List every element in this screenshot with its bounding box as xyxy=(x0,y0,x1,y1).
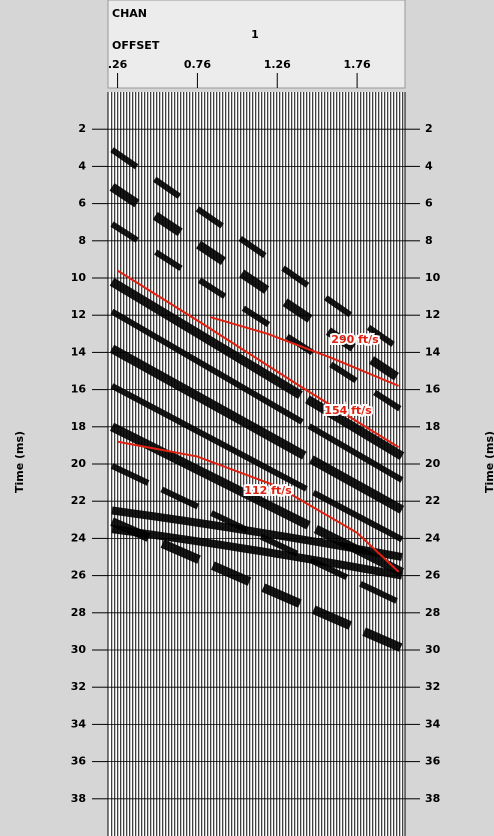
event-bands xyxy=(109,147,405,653)
y-tick-label: 14 xyxy=(71,345,87,358)
y-tick-label: 34 xyxy=(71,717,87,730)
y-axis-label-right: Time (ms) xyxy=(483,431,494,493)
y-tick-label: 36 xyxy=(71,755,87,768)
y-axis-label: Time (ms) xyxy=(13,431,26,493)
y-tick-label: 16 xyxy=(71,383,87,396)
event-band xyxy=(109,183,405,385)
y-tick-label-right: 4 xyxy=(425,159,433,172)
event-band xyxy=(111,525,403,580)
x-tick-label: 0.76 xyxy=(184,58,211,71)
y-tick-label-right: 32 xyxy=(425,680,440,693)
y-tick-label-right: 28 xyxy=(425,606,440,619)
velocity-line xyxy=(117,440,400,573)
y-tick-label: 2 xyxy=(78,122,86,135)
velocity-label: 154 ft/s xyxy=(324,404,372,417)
y-tick-label: 26 xyxy=(71,569,87,582)
y-tick-label-right: 30 xyxy=(425,643,441,656)
y-tick-label-right: 2 xyxy=(425,122,433,135)
y-tick-label-right: 26 xyxy=(425,569,441,582)
offset-label: OFFSET xyxy=(112,39,160,52)
x-tick-label: 1.26 xyxy=(264,58,291,71)
channel-label: CHAN xyxy=(112,7,147,20)
y-tick-label: 6 xyxy=(78,197,86,210)
y-tick-label-right: 36 xyxy=(425,755,441,768)
y-tick-label-right: 14 xyxy=(425,345,441,358)
velocity-line xyxy=(209,316,399,387)
velocity-label: 112 ft/s xyxy=(244,484,292,497)
header-panel xyxy=(107,0,406,89)
event-band xyxy=(111,506,403,561)
y-tick-label-right: 10 xyxy=(425,271,441,284)
event-band xyxy=(110,308,404,483)
y-tick-label-right: 12 xyxy=(425,308,440,321)
velocity-line xyxy=(117,269,400,449)
y-tick-label-right: 22 xyxy=(425,494,440,507)
x-tick-label: .26 xyxy=(108,58,128,71)
y-tick-label-right: 34 xyxy=(425,717,441,730)
y-tick-label-right: 18 xyxy=(425,420,440,433)
y-tick-label: 20 xyxy=(71,457,87,470)
y-tick-label: 18 xyxy=(71,420,86,433)
y-tick-label-right: 38 xyxy=(425,792,440,805)
y-tick-label: 12 xyxy=(71,308,86,321)
event-band xyxy=(110,221,404,413)
y-tick-label: 38 xyxy=(71,792,86,805)
y-tick-label-right: 24 xyxy=(425,531,441,544)
channel-number: 1 xyxy=(251,28,259,41)
y-tick-label-right: 6 xyxy=(425,197,433,210)
y-tick-label-right: 8 xyxy=(425,234,433,247)
y-tick-label: 28 xyxy=(71,606,86,619)
y-tick-label-right: 20 xyxy=(425,457,441,470)
velocity-label: 290 ft/s xyxy=(331,333,379,346)
y-tick-label: 24 xyxy=(71,531,87,544)
y-tick-label: 30 xyxy=(71,643,87,656)
y-tick-label-right: 16 xyxy=(425,383,441,396)
y-tick-label: 10 xyxy=(71,271,87,284)
event-band xyxy=(110,147,404,354)
event-band xyxy=(110,383,404,543)
y-tick-label: 8 xyxy=(78,234,86,247)
event-band xyxy=(109,344,405,514)
y-tick-label: 4 xyxy=(78,159,86,172)
y-tick-label: 22 xyxy=(71,494,86,507)
y-tick-label: 32 xyxy=(71,680,86,693)
x-tick-label: 1.76 xyxy=(344,58,371,71)
